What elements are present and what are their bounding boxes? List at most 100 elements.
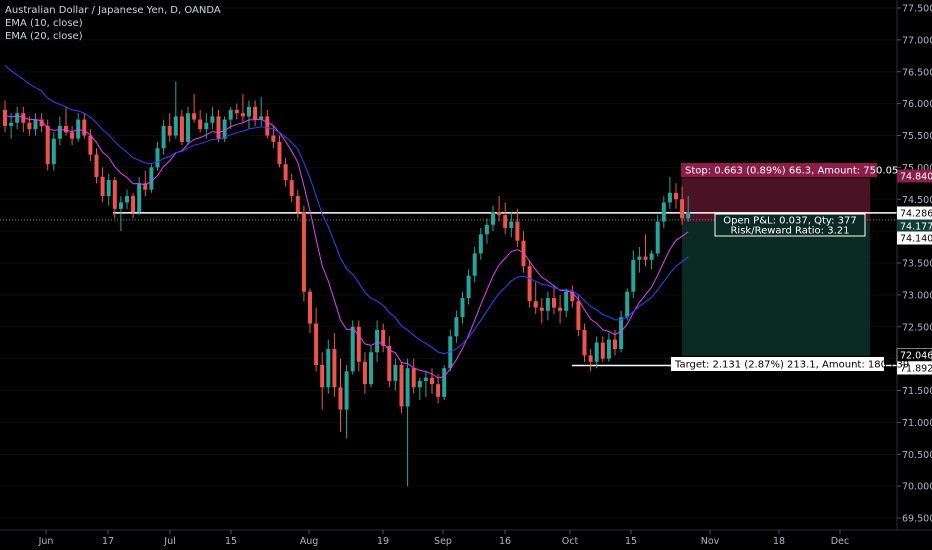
candle[interactable]: [308, 288, 312, 334]
target-label[interactable]: Target: 2.131 (2.87%) 213.1, Amount: 180…: [671, 357, 909, 371]
candle[interactable]: [539, 298, 544, 324]
candle[interactable]: [57, 116, 62, 146]
candle[interactable]: [362, 352, 367, 394]
candle[interactable]: [155, 141, 160, 171]
candle[interactable]: [497, 196, 502, 222]
candle[interactable]: [405, 358, 410, 487]
candle[interactable]: [509, 212, 514, 238]
candle[interactable]: [686, 196, 691, 222]
candle[interactable]: [478, 227, 483, 260]
candle[interactable]: [192, 94, 197, 123]
candle[interactable]: [15, 106, 20, 130]
candle[interactable]: [649, 250, 654, 270]
candle[interactable]: [21, 106, 26, 133]
candle[interactable]: [301, 205, 306, 302]
candle[interactable]: [240, 94, 245, 123]
candle[interactable]: [625, 288, 630, 321]
candle[interactable]: [545, 291, 550, 321]
candle[interactable]: [680, 186, 685, 225]
candle[interactable]: [186, 106, 190, 146]
candle[interactable]: [631, 250, 636, 299]
price-tag-line[interactable]: 74.286: [897, 206, 932, 220]
candle[interactable]: [289, 173, 294, 203]
candle[interactable]: [326, 339, 331, 394]
candle[interactable]: [247, 100, 251, 130]
candle[interactable]: [131, 192, 136, 219]
candle[interactable]: [588, 349, 593, 372]
candle[interactable]: [460, 291, 465, 324]
stop-label[interactable]: Stop: 0.663 (0.89%) 66.3, Amount: 750.05: [681, 163, 898, 177]
candle[interactable]: [167, 113, 172, 142]
candle[interactable]: [3, 100, 7, 133]
candle[interactable]: [533, 282, 538, 314]
candle[interactable]: [484, 218, 489, 244]
candle[interactable]: [667, 176, 672, 209]
price-tag-stop[interactable]: 74.840: [897, 169, 932, 183]
candle[interactable]: [594, 336, 599, 369]
candle[interactable]: [179, 110, 184, 146]
price-tag-last[interactable]: 74.177: [897, 219, 932, 233]
candle[interactable]: [198, 110, 203, 133]
candle[interactable]: [143, 170, 148, 197]
candle[interactable]: [454, 310, 459, 343]
candle[interactable]: [570, 285, 575, 308]
candle[interactable]: [381, 323, 386, 353]
candle[interactable]: [472, 247, 477, 283]
candle[interactable]: [283, 157, 288, 187]
candle[interactable]: [387, 336, 392, 388]
candle[interactable]: [643, 234, 648, 267]
candle[interactable]: [259, 97, 264, 126]
candle[interactable]: [344, 365, 349, 439]
candle[interactable]: [491, 205, 495, 232]
candle[interactable]: [399, 361, 404, 413]
candle[interactable]: [600, 336, 605, 362]
candle[interactable]: [655, 215, 660, 257]
candle[interactable]: [606, 333, 611, 362]
candle[interactable]: [314, 307, 319, 372]
candle[interactable]: [265, 110, 270, 139]
candle[interactable]: [411, 358, 416, 394]
candle[interactable]: [51, 132, 56, 171]
candle[interactable]: [466, 269, 471, 305]
candle[interactable]: [436, 374, 441, 404]
legend-ema10[interactable]: EMA (10, close): [5, 18, 83, 29]
candle[interactable]: [442, 365, 447, 401]
price-tag-entry[interactable]: 74.140: [897, 231, 932, 245]
candle[interactable]: [369, 345, 373, 388]
candle[interactable]: [332, 333, 337, 397]
candle[interactable]: [637, 247, 642, 273]
candle[interactable]: [564, 288, 569, 318]
candle[interactable]: [125, 189, 129, 209]
candle[interactable]: [94, 148, 99, 184]
candle[interactable]: [356, 320, 361, 372]
candle[interactable]: [295, 189, 300, 219]
candle[interactable]: [9, 113, 14, 139]
candle[interactable]: [527, 259, 532, 308]
candle[interactable]: [173, 81, 178, 139]
candle[interactable]: [33, 113, 38, 136]
candle[interactable]: [430, 368, 434, 394]
candle[interactable]: [228, 106, 233, 130]
candle[interactable]: [70, 125, 75, 146]
candle[interactable]: [558, 294, 563, 324]
candle[interactable]: [393, 358, 398, 391]
candle[interactable]: [64, 106, 68, 136]
candle[interactable]: [210, 106, 215, 130]
candle[interactable]: [674, 183, 678, 209]
candle[interactable]: [112, 176, 117, 219]
candle[interactable]: [417, 377, 422, 401]
candle[interactable]: [277, 135, 282, 168]
target-zone[interactable]: [682, 222, 870, 356]
candle[interactable]: [338, 358, 343, 432]
candle[interactable]: [271, 125, 276, 149]
candle[interactable]: [39, 113, 44, 133]
candle[interactable]: [106, 173, 111, 206]
legend-symbol[interactable]: Australian Dollar / Japanese Yen, D, OAN…: [5, 5, 221, 16]
candle[interactable]: [582, 323, 587, 362]
candle[interactable]: [149, 164, 154, 193]
candle[interactable]: [320, 352, 325, 410]
candle[interactable]: [234, 103, 239, 120]
candle[interactable]: [118, 196, 123, 232]
candle[interactable]: [661, 196, 666, 228]
